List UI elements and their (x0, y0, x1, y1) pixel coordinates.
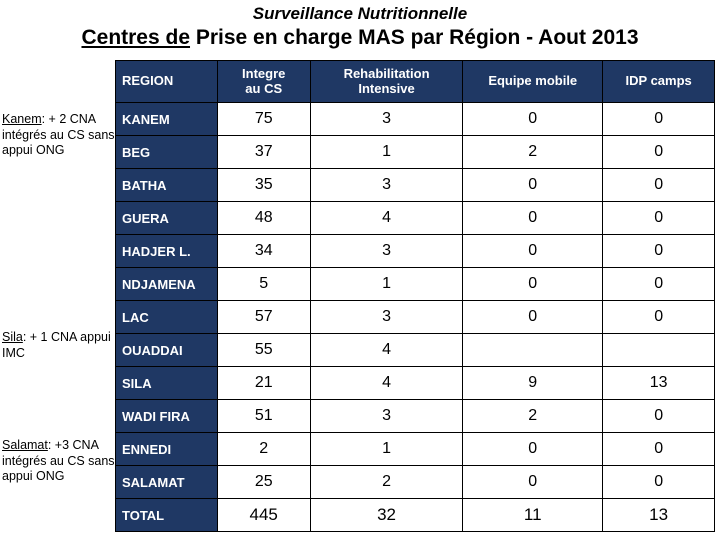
cell: 1 (310, 136, 462, 169)
header-row: REGION Integre au CS Rehabilitation Inte… (116, 61, 715, 103)
table-row: ENNEDI2100 (116, 433, 715, 466)
header-rehab: Rehabilitation Intensive (310, 61, 462, 103)
data-table: REGION Integre au CS Rehabilitation Inte… (115, 60, 715, 532)
main-title-underlined: Centres de (81, 26, 190, 49)
row-name: OUADDAI (116, 334, 218, 367)
table-row: KANEM75300 (116, 103, 715, 136)
cell: 1 (310, 433, 462, 466)
cell: 9 (463, 367, 603, 400)
row-name: ENNEDI (116, 433, 218, 466)
cell: 35 (217, 169, 310, 202)
table-row: LAC57300 (116, 301, 715, 334)
row-name: NDJAMENA (116, 268, 218, 301)
cell: 25 (217, 466, 310, 499)
cell: 0 (463, 268, 603, 301)
cell: 0 (603, 136, 715, 169)
cell: 3 (310, 301, 462, 334)
cell: 57 (217, 301, 310, 334)
cell: 0 (603, 466, 715, 499)
cell: 21 (217, 367, 310, 400)
title-block: Surveillance Nutritionnelle Centres de P… (0, 0, 720, 50)
cell: 0 (463, 103, 603, 136)
table-row: HADJER L.34300 (116, 235, 715, 268)
surtitle: Surveillance Nutritionnelle (0, 4, 720, 24)
cell: 4 (310, 367, 462, 400)
side-note: Salamat: +3 CNA intégrés au CS sans appu… (2, 438, 117, 485)
cell: 32 (310, 499, 462, 532)
side-note-region: Kanem (2, 112, 42, 126)
cell: 4 (310, 202, 462, 235)
cell: 0 (603, 235, 715, 268)
cell: 445 (217, 499, 310, 532)
cell (603, 334, 715, 367)
table-row: BATHA35300 (116, 169, 715, 202)
row-name: KANEM (116, 103, 218, 136)
row-name: LAC (116, 301, 218, 334)
row-name: TOTAL (116, 499, 218, 532)
cell: 3 (310, 400, 462, 433)
cell: 0 (603, 202, 715, 235)
main-title: Centres de Prise en charge MAS par Régio… (0, 26, 720, 50)
cell: 4 (310, 334, 462, 367)
row-name: SILA (116, 367, 218, 400)
cell: 51 (217, 400, 310, 433)
cell: 0 (603, 268, 715, 301)
table-row: BEG37120 (116, 136, 715, 169)
cell: 13 (603, 367, 715, 400)
cell: 2 (463, 400, 603, 433)
cell: 48 (217, 202, 310, 235)
header-equipe: Equipe mobile (463, 61, 603, 103)
table-row: SALAMAT25200 (116, 466, 715, 499)
cell: 0 (463, 202, 603, 235)
header-idp: IDP camps (603, 61, 715, 103)
cell: 55 (217, 334, 310, 367)
cell: 2 (217, 433, 310, 466)
cell: 75 (217, 103, 310, 136)
side-note: Sila: + 1 CNA appui IMC (2, 330, 117, 361)
table-body: KANEM75300BEG37120BATHA35300GUERA48400HA… (116, 103, 715, 532)
cell: 1 (310, 268, 462, 301)
row-name: SALAMAT (116, 466, 218, 499)
cell: 11 (463, 499, 603, 532)
cell: 34 (217, 235, 310, 268)
row-name: GUERA (116, 202, 218, 235)
cell: 3 (310, 235, 462, 268)
header-region: REGION (116, 61, 218, 103)
cell: 0 (603, 103, 715, 136)
side-note-region: Salamat (2, 438, 48, 452)
cell: 13 (603, 499, 715, 532)
row-name: HADJER L. (116, 235, 218, 268)
cell: 0 (603, 301, 715, 334)
row-name: WADI FIRA (116, 400, 218, 433)
cell: 0 (463, 301, 603, 334)
table-row: WADI FIRA51320 (116, 400, 715, 433)
cell: 0 (463, 466, 603, 499)
table-container: REGION Integre au CS Rehabilitation Inte… (115, 60, 715, 532)
header-integre: Integre au CS (217, 61, 310, 103)
cell (463, 334, 603, 367)
cell: 0 (463, 169, 603, 202)
cell: 37 (217, 136, 310, 169)
side-note-region: Sila (2, 330, 23, 344)
main-title-rest: Prise en charge MAS par Région - Aout 20… (190, 26, 639, 49)
cell: 0 (463, 235, 603, 268)
table-row: SILA214913 (116, 367, 715, 400)
cell: 2 (310, 466, 462, 499)
cell: 3 (310, 103, 462, 136)
side-note: Kanem: + 2 CNA intégrés au CS sans appui… (2, 112, 117, 159)
table-row: GUERA48400 (116, 202, 715, 235)
cell: 0 (603, 169, 715, 202)
cell: 0 (603, 433, 715, 466)
cell: 0 (603, 400, 715, 433)
table-row: OUADDAI554 (116, 334, 715, 367)
table-row: TOTAL445321113 (116, 499, 715, 532)
cell: 5 (217, 268, 310, 301)
row-name: BEG (116, 136, 218, 169)
cell: 0 (463, 433, 603, 466)
cell: 3 (310, 169, 462, 202)
cell: 2 (463, 136, 603, 169)
table-row: NDJAMENA5100 (116, 268, 715, 301)
row-name: BATHA (116, 169, 218, 202)
